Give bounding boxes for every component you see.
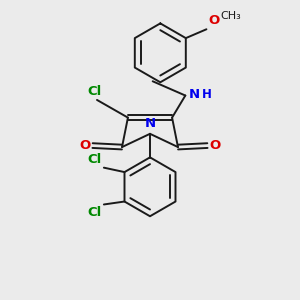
Text: H: H [202, 88, 212, 101]
Text: O: O [79, 139, 90, 152]
Text: CH₃: CH₃ [220, 11, 241, 21]
Text: O: O [208, 14, 219, 27]
Text: N: N [189, 88, 200, 100]
Text: Cl: Cl [87, 206, 101, 219]
Text: O: O [210, 139, 221, 152]
Text: N: N [144, 117, 156, 130]
Text: Cl: Cl [87, 85, 101, 98]
Text: Cl: Cl [87, 153, 101, 166]
